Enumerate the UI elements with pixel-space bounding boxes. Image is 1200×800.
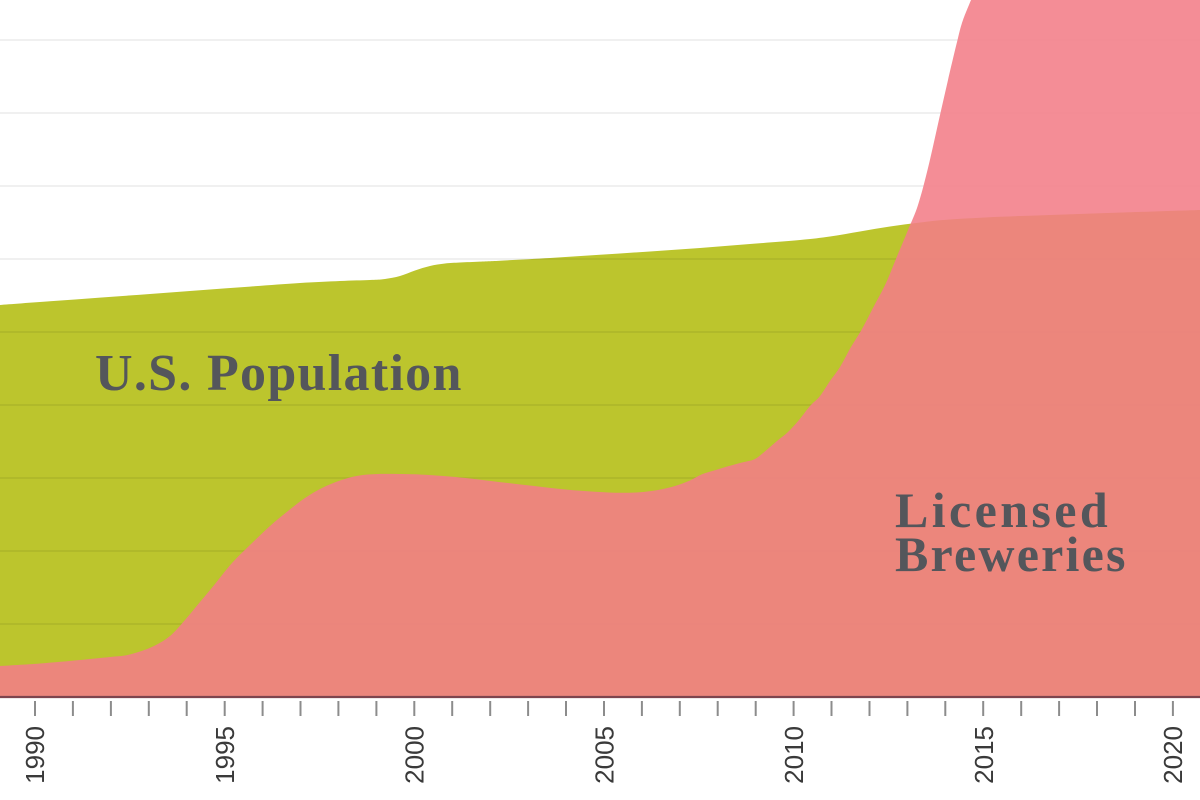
svg-text:2020: 2020	[1158, 726, 1188, 784]
svg-text:Breweries: Breweries	[895, 526, 1128, 582]
svg-text:2015: 2015	[969, 726, 999, 784]
svg-text:2000: 2000	[400, 726, 430, 784]
svg-text:Licensed: Licensed	[895, 482, 1111, 538]
svg-text:1995: 1995	[210, 726, 240, 784]
svg-text:U.S. Population: U.S. Population	[95, 345, 463, 402]
svg-text:1990: 1990	[20, 726, 50, 784]
svg-text:2010: 2010	[779, 726, 809, 784]
svg-text:2005: 2005	[589, 726, 619, 784]
